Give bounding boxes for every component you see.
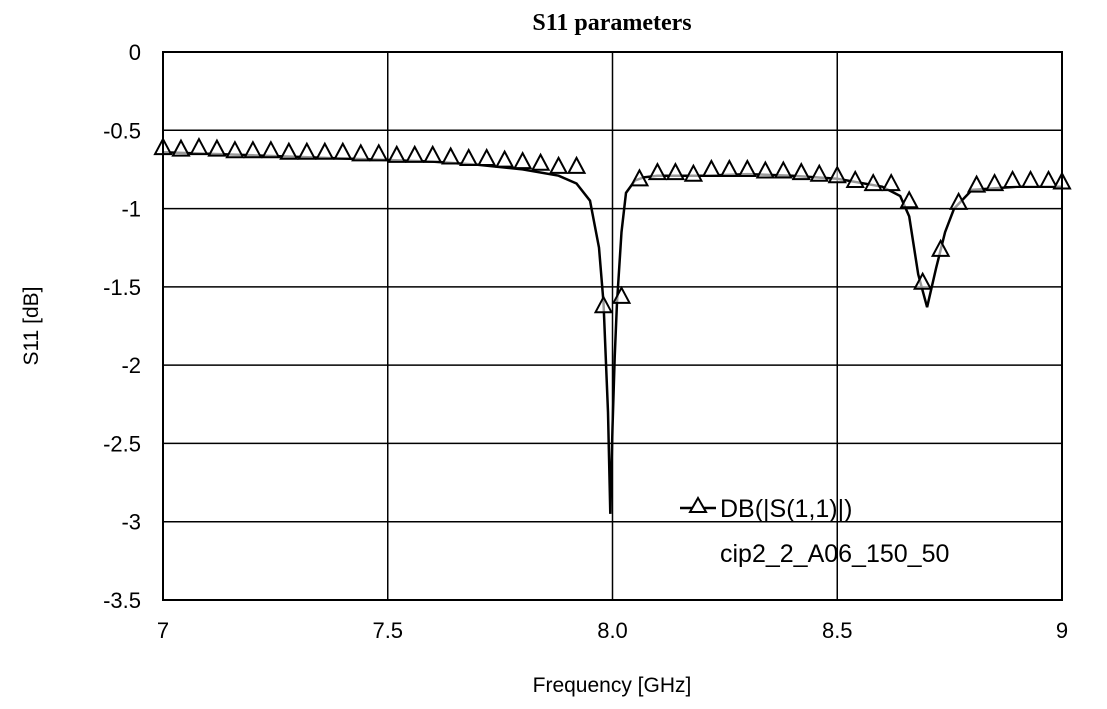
triangle-marker — [593, 295, 614, 314]
triangle-marker — [225, 140, 245, 159]
triangle-marker — [441, 146, 461, 165]
triangle-marker — [405, 144, 425, 163]
triangle-marker — [683, 163, 704, 182]
triangle-marker — [297, 141, 317, 160]
triangle-marker — [611, 285, 632, 304]
triangle-marker — [665, 162, 686, 181]
legend-entry-2: cip2_2_A06_150_50 — [720, 540, 949, 568]
triangle-marker — [899, 190, 919, 209]
triangle-marker — [948, 191, 969, 210]
triangle-marker — [966, 174, 987, 193]
tick-labels: 0 -0.5 -1 -1.5 -2 -2.5 -3 -3.5 7 7.5 8.0 8.5 9 — [103, 40, 1068, 643]
triangle-marker — [1002, 169, 1023, 188]
triangle-marker — [719, 158, 740, 177]
x-tick-label: 7 — [157, 618, 169, 643]
triangle-marker — [548, 155, 569, 174]
triangle-marker — [333, 141, 353, 160]
triangle-marker — [369, 143, 389, 162]
grid — [162, 51, 1063, 601]
y-tick-label: -2.5 — [103, 431, 141, 456]
triangle-marker — [755, 160, 775, 179]
triangle-marker — [629, 168, 650, 187]
triangle-marker — [1020, 169, 1041, 188]
triangle-marker — [423, 144, 443, 163]
triangle-marker — [647, 162, 668, 181]
y-tick-label: -2 — [121, 353, 141, 378]
triangle-marker — [476, 147, 497, 167]
legend: DB(|S(1,1)|) cip2_2_A06_150_50 — [680, 495, 949, 568]
triangle-marker — [809, 163, 829, 182]
x-tick-label: 8.0 — [597, 618, 628, 643]
x-tick-label: 9 — [1056, 618, 1068, 643]
triangle-marker — [243, 140, 263, 159]
triangle-marker — [261, 140, 281, 159]
x-tick-label: 7.5 — [372, 618, 403, 643]
y-tick-label: -3.5 — [103, 588, 141, 613]
triangle-marker — [791, 162, 811, 181]
triangle-marker — [207, 138, 227, 157]
triangle-marker — [930, 238, 951, 257]
y-tick-label: -3 — [121, 510, 141, 535]
triangle-marker — [863, 172, 883, 192]
x-axis-label: Frequency [GHz] — [533, 674, 692, 697]
triangle-marker — [494, 149, 515, 168]
plot-frame — [162, 51, 1063, 601]
legend-entry-1: DB(|S(1,1)|) — [720, 495, 852, 523]
triangle-marker — [315, 141, 335, 160]
triangle-marker — [827, 165, 847, 184]
y-tick-label: -1.5 — [103, 275, 141, 300]
triangle-marker — [566, 155, 587, 174]
y-tick-label: -0.5 — [103, 118, 141, 143]
triangle-marker — [279, 141, 299, 160]
triangle-marker — [1038, 169, 1059, 188]
y-tick-label: -1 — [121, 197, 141, 222]
y-axis-label: S11 [dB] — [20, 287, 43, 366]
chart-title: S11 parameters — [532, 10, 691, 36]
triangle-marker — [387, 144, 407, 163]
triangle-marker — [984, 172, 1005, 192]
triangle-marker — [189, 136, 209, 156]
series-markers — [153, 136, 1072, 314]
triangle-marker — [701, 158, 722, 177]
triangle-marker — [845, 169, 865, 188]
triangle-marker — [512, 151, 533, 170]
triangle-marker — [458, 147, 479, 167]
x-tick-label: 8.5 — [822, 618, 853, 643]
triangle-marker — [912, 271, 933, 290]
triangle-marker — [171, 138, 191, 157]
legend-triangle-marker — [688, 495, 708, 513]
triangle-marker — [351, 143, 371, 162]
triangle-marker — [773, 160, 793, 179]
triangle-marker — [881, 172, 901, 192]
triangle-marker — [737, 158, 758, 177]
y-tick-label: 0 — [129, 40, 141, 65]
triangle-marker — [530, 152, 551, 171]
